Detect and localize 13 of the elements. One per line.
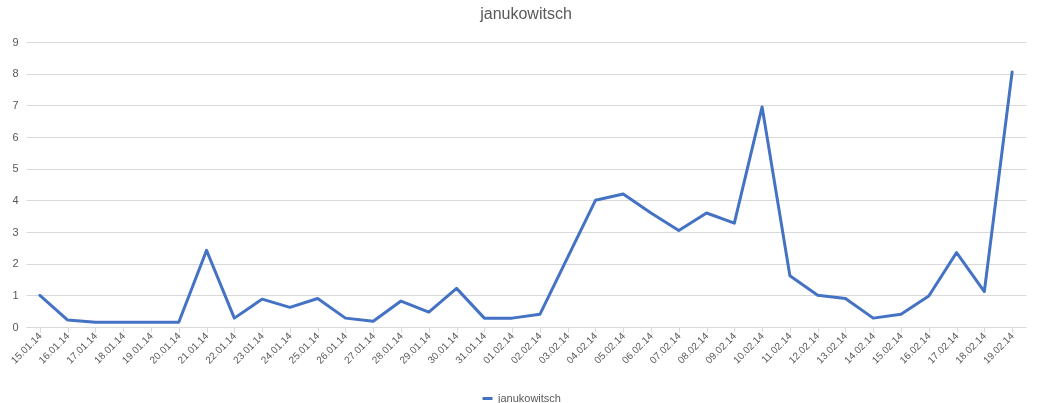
y-tick-label: 8 xyxy=(12,67,19,80)
chart-title: janukowitsch xyxy=(479,5,572,22)
y-tick-label: 7 xyxy=(12,98,19,111)
y-tick-label: 4 xyxy=(12,193,19,206)
y-tick-label: 2 xyxy=(12,257,19,270)
line-series xyxy=(38,70,1014,324)
y-tick-label: 3 xyxy=(12,225,19,238)
y-tick-label: 6 xyxy=(12,130,19,143)
legend-label: janukowitsch xyxy=(497,391,561,403)
y-tick-label: 5 xyxy=(12,162,19,175)
y-tick-label: 1 xyxy=(12,288,19,301)
y-tick-label: 9 xyxy=(12,35,19,48)
y-tick-label: 0 xyxy=(12,320,19,333)
